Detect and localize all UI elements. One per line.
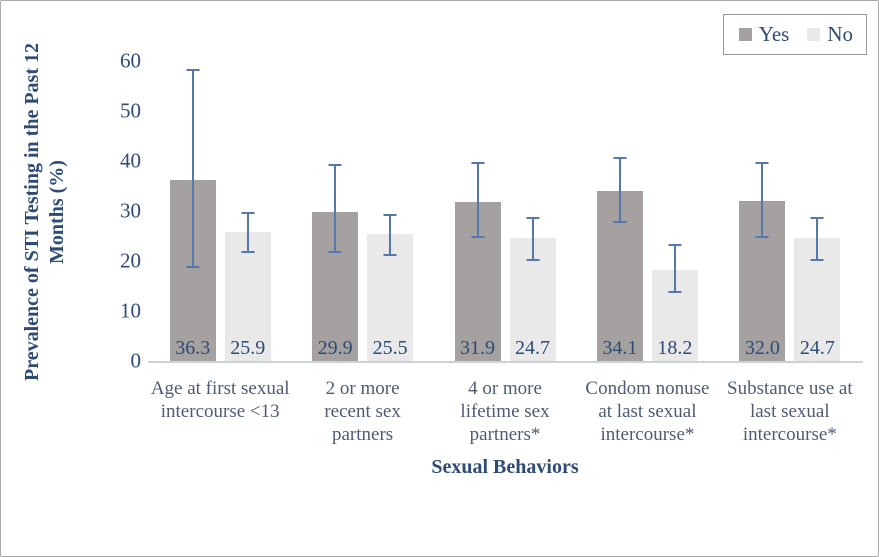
error-bar-line xyxy=(476,163,479,236)
error-bar-cap-top xyxy=(383,214,397,216)
bar-value-label: 25.5 xyxy=(372,337,408,359)
error-bar-line xyxy=(816,218,819,259)
legend-item-no: No xyxy=(807,22,853,47)
error-bar-cap-bottom xyxy=(755,236,769,238)
error-bar-cap-top xyxy=(471,161,485,164)
y-tick-label: 50 xyxy=(120,98,141,123)
bar-column-no: 24.7 xyxy=(509,61,556,361)
bar-value-label: 36.3 xyxy=(175,337,211,359)
error-bar-cap-bottom xyxy=(241,251,255,253)
bar-group: 29.9 25.5 xyxy=(291,61,433,361)
error-bar-cap-bottom xyxy=(186,266,200,268)
error-bar-cap-top xyxy=(613,156,627,159)
y-tick-label: 0 xyxy=(130,348,142,373)
y-tick-label: 10 xyxy=(120,298,141,323)
bar-group: 31.9 24.7 xyxy=(434,61,576,361)
y-axis-tick-labels: 0 10 20 30 40 50 60 xyxy=(91,1,142,556)
error-bar-line xyxy=(673,246,676,291)
x-category-slot: 2 or more recent sex partners xyxy=(291,377,433,447)
bar-group: 34.1 18.2 xyxy=(576,61,718,361)
y-axis-title: Prevalence of STI Testing in the Past 12… xyxy=(21,43,68,381)
error-bar-line xyxy=(246,213,249,251)
bar-value-label: 34.1 xyxy=(602,337,638,359)
error-bar-line xyxy=(761,163,764,236)
bar-column-no: 25.9 xyxy=(224,61,271,361)
x-category-label: Age at first sexual intercourse <13 xyxy=(150,378,290,423)
error-bar-line xyxy=(334,166,337,251)
y-tick-label: 40 xyxy=(120,148,141,173)
error-bar-line xyxy=(389,216,392,254)
error-bar-cap-top xyxy=(668,244,682,246)
error-bar-cap-top xyxy=(526,216,540,219)
x-category-slot: Condom nonuse at last sexual intercourse… xyxy=(576,377,718,447)
legend: Yes No xyxy=(722,14,867,55)
error-bar-cap-top xyxy=(186,69,200,71)
x-axis-title: Sexual Behaviors xyxy=(431,456,579,478)
error-bar-cap-top xyxy=(810,216,824,219)
bar-value-label: 31.9 xyxy=(460,337,496,359)
bar-value-label: 32.0 xyxy=(744,337,780,359)
bar-column-yes: 31.9 xyxy=(454,61,501,361)
bar-group: 36.3 25.9 xyxy=(149,61,291,361)
bar-value-label: 24.7 xyxy=(799,337,835,359)
bar-no xyxy=(224,231,271,361)
error-bar-line xyxy=(618,158,621,221)
x-axis-line xyxy=(148,361,863,363)
legend-label: Yes xyxy=(758,22,790,46)
bar-value-label: 29.9 xyxy=(317,337,353,359)
error-bar-cap-bottom xyxy=(810,258,824,261)
error-bar-line xyxy=(191,71,194,266)
error-bar-cap-bottom xyxy=(613,221,627,223)
bar-value-label: 18.2 xyxy=(657,337,693,359)
error-bar-cap-top xyxy=(328,164,342,166)
bar-value-label: 24.7 xyxy=(515,337,551,359)
bar-column-yes: 32.0 xyxy=(739,61,786,361)
y-tick-label: 60 xyxy=(120,48,141,73)
bar-column-no: 24.7 xyxy=(794,61,841,361)
bar-column-yes: 36.3 xyxy=(169,61,216,361)
error-bar-cap-bottom xyxy=(328,251,342,253)
legend-label: No xyxy=(827,22,853,46)
bar-column-no: 25.5 xyxy=(367,61,414,361)
error-bar-cap-bottom xyxy=(383,253,397,256)
x-category-slot: Substance use at last sexual intercourse… xyxy=(719,377,861,447)
error-bar-cap-bottom xyxy=(471,236,485,238)
error-bar-cap-bottom xyxy=(526,258,540,261)
legend-swatch-no xyxy=(807,28,821,41)
plot-area: 36.3 25.9 29.9 25.5 31.9 24.7 34.1 18.2 32.0 24.7 xyxy=(149,61,861,361)
bar-column-yes: 29.9 xyxy=(312,61,359,361)
error-bar-cap-top xyxy=(241,211,255,214)
x-category-label: Substance use at last sexual intercourse… xyxy=(727,378,853,446)
bar-group: 32.0 24.7 xyxy=(719,61,861,361)
y-tick-label: 20 xyxy=(120,248,141,273)
error-bar-cap-top xyxy=(755,161,769,164)
error-bar-cap-bottom xyxy=(668,291,682,293)
x-category-label: 2 or more recent sex partners xyxy=(324,378,401,446)
bar-column-no: 18.2 xyxy=(651,61,698,361)
legend-item-yes: Yes xyxy=(738,22,790,47)
x-category-label: Condom nonuse at last sexual intercourse… xyxy=(585,378,710,446)
x-category-slot: 4 or more lifetime sex partners* xyxy=(434,377,576,447)
x-category-label: 4 or more lifetime sex partners* xyxy=(460,378,550,446)
error-bar-line xyxy=(531,218,534,259)
bar-value-label: 25.9 xyxy=(230,337,266,359)
x-category-slot: Age at first sexual intercourse <13 xyxy=(149,377,291,447)
legend-swatch-yes xyxy=(738,28,752,41)
x-axis-category-labels: Age at first sexual intercourse <13 2 or … xyxy=(149,377,861,447)
bar-column-yes: 34.1 xyxy=(596,61,643,361)
y-tick-label: 30 xyxy=(120,198,141,223)
